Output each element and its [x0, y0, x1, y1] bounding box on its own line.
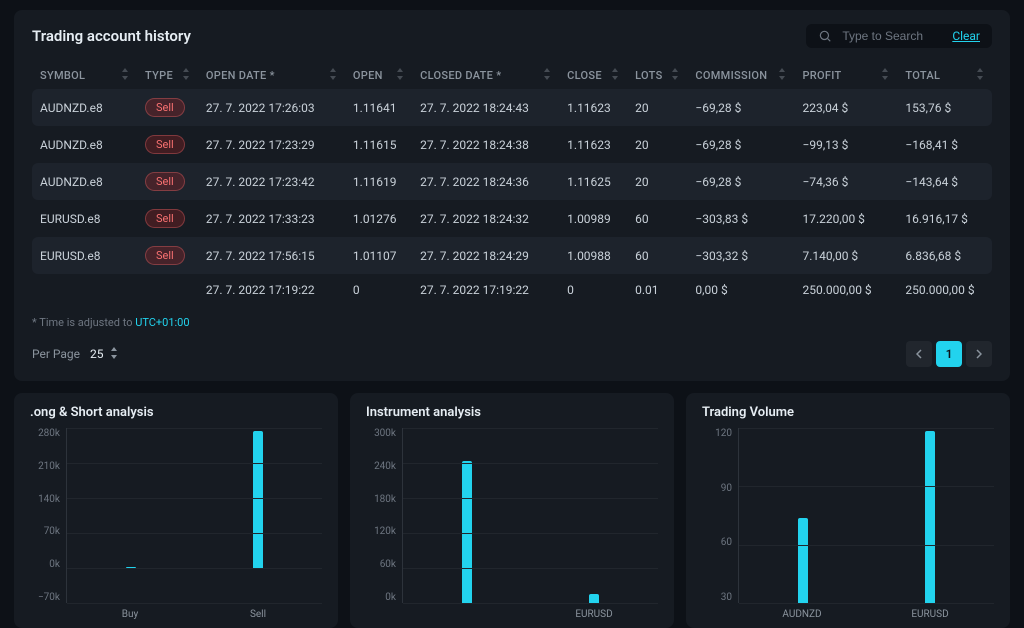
- ytick-label: 90: [702, 483, 732, 494]
- search-input[interactable]: [842, 29, 942, 43]
- trading-history-panel: Trading account history Clear SYMBOLTYPE…: [14, 10, 1010, 381]
- bar-group: [91, 428, 171, 603]
- ytick-label: 70k: [30, 526, 60, 537]
- chart-title: Instrument analysis: [366, 405, 658, 420]
- sort-icon: [976, 68, 984, 83]
- per-page-control: Per Page 25: [32, 347, 118, 362]
- ytick-label: 60k: [366, 559, 396, 570]
- column-header-closedDate[interactable]: CLOSED DATE *: [412, 62, 559, 89]
- sell-badge: Sell: [145, 246, 185, 265]
- sort-icon: [121, 68, 129, 83]
- column-header-lots[interactable]: LOTS: [627, 62, 687, 89]
- ytick-label: 280k: [30, 428, 60, 439]
- ytick-label: 60: [702, 537, 732, 548]
- sort-icon: [611, 68, 619, 83]
- table-row[interactable]: EURUSD.e8Sell27. 7. 2022 17:33:231.01276…: [32, 200, 992, 237]
- sort-icon: [543, 68, 551, 83]
- xtick-label: EURUSD: [890, 609, 970, 620]
- column-header-commission[interactable]: COMMISSION: [687, 62, 794, 89]
- ytick-label: 0k: [30, 559, 60, 570]
- sort-icon: [329, 68, 337, 83]
- prev-page-button[interactable]: [906, 341, 932, 367]
- sort-icon: [881, 68, 889, 83]
- xtick-label: EURUSD: [554, 609, 634, 620]
- xtick-label: AUDNZD: [762, 609, 842, 620]
- chart-bar: [798, 518, 808, 603]
- bar-group: [427, 428, 507, 603]
- ytick-label: 0k: [366, 592, 396, 603]
- column-header-type[interactable]: TYPE: [137, 62, 198, 89]
- next-page-button[interactable]: [966, 341, 992, 367]
- clear-search-link[interactable]: Clear: [952, 29, 980, 43]
- chart-bar: [589, 594, 599, 603]
- ytick-label: 120k: [366, 526, 396, 537]
- bar-group: [890, 428, 970, 603]
- ytick-label: 180k: [366, 494, 396, 505]
- chart-bar: [253, 431, 263, 569]
- history-table: SYMBOLTYPEOPEN DATE *OPENCLOSED DATE *CL…: [32, 62, 992, 306]
- sort-icon: [778, 68, 786, 83]
- column-header-profit[interactable]: PROFIT: [794, 62, 897, 89]
- ytick-label: 120: [702, 428, 732, 439]
- table-row[interactable]: 27. 7. 2022 17:19:22027. 7. 2022 17:19:2…: [32, 274, 992, 306]
- table-row[interactable]: EURUSD.e8Sell27. 7. 2022 17:56:151.01107…: [32, 237, 992, 274]
- per-page-label: Per Page: [32, 347, 80, 361]
- page-1-button[interactable]: 1: [936, 341, 962, 367]
- sell-badge: Sell: [145, 135, 185, 154]
- bar-group: [554, 428, 634, 603]
- timezone-footnote: * Time is adjusted to UTC+01:00: [32, 316, 992, 329]
- ytick-label: 240k: [366, 461, 396, 472]
- search-icon: [818, 29, 832, 43]
- volume-chart-panel: Trading Volume 120 90 60 30 AUDNZD EURUSD: [686, 393, 1010, 628]
- chart-bar: [925, 431, 935, 603]
- sell-badge: Sell: [145, 98, 185, 117]
- xtick-label: Buy: [90, 609, 170, 620]
- xtick-label: [426, 609, 506, 620]
- column-header-openDate[interactable]: OPEN DATE *: [198, 62, 345, 89]
- xtick-label: Sell: [218, 609, 298, 620]
- sell-badge: Sell: [145, 209, 185, 228]
- chart-title: Trading Volume: [702, 405, 994, 420]
- ytick-label: −70k: [30, 592, 60, 603]
- long-short-chart-panel: .ong & Short analysis 280k 210k 140k 70k 0k −…: [14, 393, 338, 628]
- sort-icon: [671, 68, 679, 83]
- bar-group: [763, 428, 843, 603]
- column-header-total[interactable]: TOTAL: [897, 62, 992, 89]
- column-header-symbol[interactable]: SYMBOL: [32, 62, 137, 89]
- ytick-label: 30: [702, 592, 732, 603]
- panel-title: Trading account history: [32, 27, 191, 45]
- instrument-chart-panel: Instrument analysis 300k 240k 180k 120k 60k 0…: [350, 393, 674, 628]
- ytick-label: 210k: [30, 461, 60, 472]
- updown-icon: [110, 347, 118, 362]
- column-header-open[interactable]: OPEN: [345, 62, 412, 89]
- table-row[interactable]: AUDNZD.e8Sell27. 7. 2022 17:23:291.11615…: [32, 126, 992, 163]
- table-row[interactable]: AUDNZD.e8Sell27. 7. 2022 17:23:421.11619…: [32, 163, 992, 200]
- sell-badge: Sell: [145, 172, 185, 191]
- ytick-label: 140k: [30, 494, 60, 505]
- per-page-select[interactable]: 25: [90, 347, 118, 362]
- ytick-label: 300k: [366, 428, 396, 439]
- search-box: Clear: [806, 24, 992, 48]
- column-header-close[interactable]: CLOSE: [559, 62, 627, 89]
- pagination: 1: [906, 341, 992, 367]
- sort-icon: [396, 68, 404, 83]
- table-row[interactable]: AUDNZD.e8Sell27. 7. 2022 17:26:031.11641…: [32, 89, 992, 126]
- bar-group: [218, 428, 298, 603]
- chart-title: .ong & Short analysis: [30, 405, 322, 420]
- sort-icon: [182, 68, 190, 83]
